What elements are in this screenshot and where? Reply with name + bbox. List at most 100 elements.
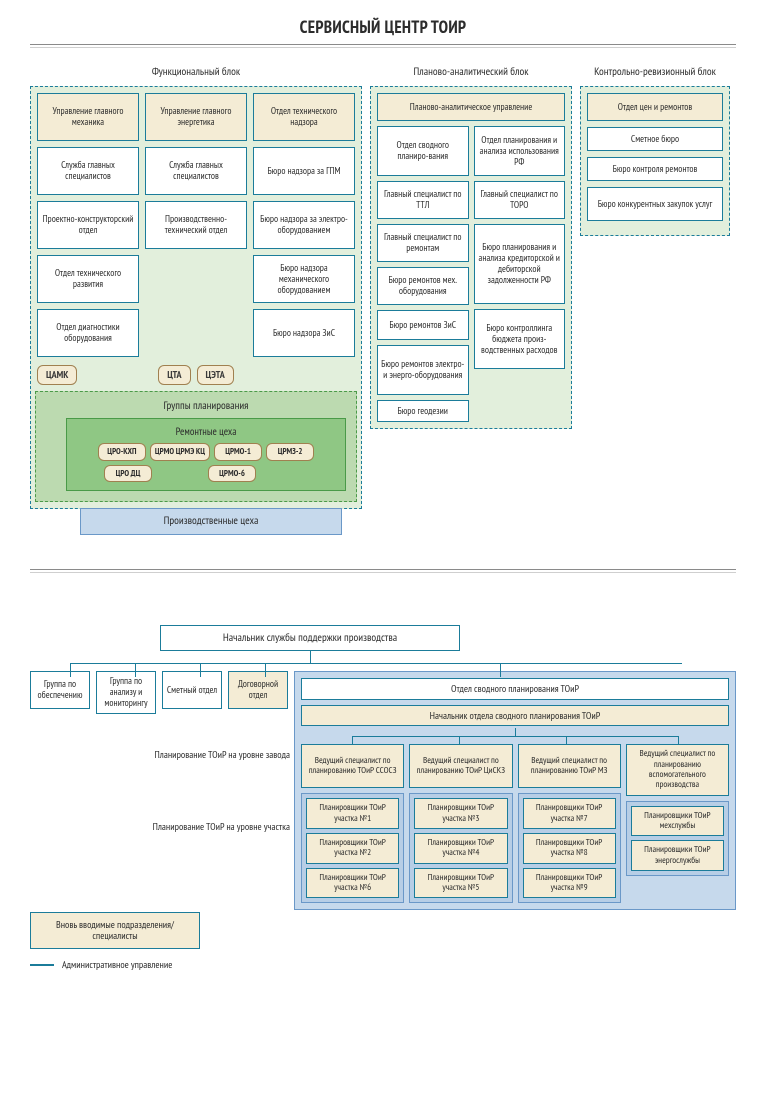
connector: [310, 651, 311, 663]
func-head-3: Отдел технического надзора: [253, 93, 355, 141]
dept-tag: ЦЭТА: [197, 365, 234, 385]
plan-box: Отдел сводного планиро-вания: [377, 126, 469, 176]
control-block: Отдел цен и ремонтов Сметное бюро Бюро к…: [580, 86, 730, 236]
func-box: Бюро надзора механического оборудованием: [253, 255, 355, 303]
big-plan-title: Отдел сводного планирования ТОиР: [301, 678, 729, 700]
bp-item: Планировщики ТОиР участка №4: [414, 833, 507, 864]
connector: [459, 736, 460, 744]
org-chart: Начальник службы поддержки производства …: [30, 589, 736, 951]
page: СЕРВИСНЫЙ ЦЕНТР ТОИР Функциональный блок…: [0, 0, 766, 974]
org-unit: Группа по анализу и мониторингу: [96, 671, 156, 714]
bp-item: Планировщики ТОиР участка №5: [414, 868, 507, 899]
plan-box: Бюро ремонтов электро- и энерго-оборудов…: [377, 345, 469, 395]
connector: [566, 736, 567, 744]
bp-col-3: Ведущий специалист по планированию ТОиР …: [518, 744, 621, 903]
org-head: Начальник службы поддержки производства: [160, 625, 460, 652]
big-plan-box: Отдел сводного планирования ТОиР Начальн…: [294, 671, 736, 910]
functional-header: Функциональный блок: [30, 64, 362, 87]
planning-right-col: Отдел планирования и анализа использован…: [474, 126, 566, 422]
connector: [500, 663, 501, 677]
rule-top-1: [30, 44, 736, 45]
org-unit: Сметный отдел: [162, 671, 222, 709]
bp-item: Планировщики ТОиР энергослужбы: [631, 840, 724, 871]
bp-item: Планировщики ТОиР мехслужбы: [631, 806, 724, 837]
connector: [515, 728, 516, 736]
bp-inner: Планировщики ТОиР мехслужбы Планировщики…: [626, 801, 729, 876]
planning-header: Планово-аналитический блок: [370, 64, 572, 87]
legend-admin-label: Административное управление: [62, 959, 172, 971]
func-box: Служба главных специалистов: [145, 147, 247, 195]
ctrl-box: Бюро конкурентных закупок услуг: [587, 187, 723, 221]
big-plan-subtitle: Начальник отдела сводного планирования Т…: [301, 705, 729, 727]
connector: [352, 736, 677, 737]
bp-item: Планировщики ТОиР участка №8: [523, 833, 616, 864]
planning-left-col: Отдел сводного планиро-вания Главный спе…: [377, 126, 469, 422]
plan-box: Бюро ремонтов ЗиС: [377, 310, 469, 340]
repair-shops: Ремонтные цеха ЦРО-КХП ЦРМО ЦРМЭ КЦ ЦРМО…: [66, 418, 346, 491]
rtag: ЦРМЗ-2: [266, 443, 314, 460]
rtag: ЦРМО-6: [208, 465, 256, 482]
func-box: Служба главных специалистов: [37, 147, 139, 195]
top-columns: Функциональный блок Управление главного …: [30, 64, 736, 535]
tag-row-2: ЦТА ЦЭТА: [145, 363, 247, 385]
dept-tag: ЦТА: [158, 365, 190, 385]
org-row-1: Группа по обеспечению Группа по анализу …: [30, 671, 736, 910]
bp-item: Планировщики ТОиР участка №1: [306, 798, 399, 829]
rtag-row-1: ЦРО-КХП ЦРМО ЦРМЭ КЦ ЦРМО-1 ЦРМЗ-2: [75, 443, 337, 460]
ctrl-box: Сметное бюро: [587, 127, 723, 151]
rtag: ЦРМО-1: [214, 443, 262, 460]
func-subcol-3: Отдел технического надзора Бюро надзора …: [253, 93, 355, 385]
bp-item: Планировщики ТОиР участка №2: [306, 833, 399, 864]
bp-col-1: Ведущий специалист по планированию ТОиР …: [301, 744, 404, 903]
planning-block: Планово-аналитическое управление Отдел с…: [370, 86, 572, 429]
func-box: Отдел диагностики оборудования: [37, 309, 139, 357]
func-box: Отдел технического развития: [37, 255, 139, 303]
legend-admin-line: Административное управление: [30, 959, 280, 971]
org-unit-new: Договорной отдел: [228, 671, 288, 709]
func-box: Бюро надзора за электро-оборудованием: [253, 201, 355, 249]
func-box: Бюро надзора ЗиС: [253, 309, 355, 357]
plan-box: Главный специалист по ТОРО: [474, 181, 566, 219]
func-box: Проектно-конструкторский отдел: [37, 201, 139, 249]
big-plan-grid: Ведущий специалист по планированию ТОиР …: [301, 744, 729, 903]
planning-groups: Группы планирования Ремонтные цеха ЦРО-К…: [35, 391, 357, 502]
plan-box: Главный специалист по ремонтам: [377, 224, 469, 262]
planning-grid: Отдел сводного планиро-вания Главный спе…: [377, 126, 565, 422]
connector: [70, 663, 682, 664]
nested-wrap: Группы планирования Ремонтные цеха ЦРО-К…: [37, 391, 355, 502]
rtag: ЦРО ДЦ: [104, 465, 152, 482]
functional-block: Управление главного механика Служба глав…: [30, 86, 362, 509]
plan-box: Главный специалист по ТТЛ: [377, 181, 469, 219]
func-head-1: Управление главного механика: [37, 93, 139, 141]
bp-item: Планировщики ТОиР участка №6: [306, 868, 399, 899]
bp-col-4: Ведущий специалист по планированию вспом…: [626, 744, 729, 903]
rtag: ЦРМО ЦРМЭ КЦ: [150, 443, 210, 460]
rule-mid: [30, 569, 736, 570]
func-subcol-2: Управление главного энергетика Служба гл…: [145, 93, 247, 385]
bp-inner: Планировщики ТОиР участка №3 Планировщик…: [409, 793, 512, 903]
legend: Вновь вводимые подразделения/специалисты…: [30, 912, 280, 971]
tag-row-1: ЦАМК: [37, 363, 139, 385]
plan-box: Бюро планирования и анализа кредиторской…: [474, 224, 566, 304]
bp-item: Планировщики ТОиР участка №9: [523, 868, 616, 899]
func-head-2: Управление главного энергетика: [145, 93, 247, 141]
bp-inner: Планировщики ТОиР участка №7 Планировщик…: [518, 793, 621, 903]
plan-box: Бюро контроллинга бюджета произ-водствен…: [474, 309, 566, 369]
side-label-factory: Планирование ТОиР на уровне завода: [130, 749, 290, 761]
main-title: СЕРВИСНЫЙ ЦЕНТР ТОИР: [30, 18, 736, 44]
bp-item: Планировщики ТОиР участка №3: [414, 798, 507, 829]
planning-head-box: Планово-аналитическое управление: [377, 93, 565, 121]
bp-item: Планировщики ТОиР участка №7: [523, 798, 616, 829]
plan-box: Бюро геодезии: [377, 400, 469, 422]
func-box: Бюро надзора за ГПМ: [253, 147, 355, 195]
control-header: Контрольно-ревизионный блок: [580, 64, 730, 87]
production-shops: Производственные цеха: [80, 508, 342, 535]
connector: [678, 736, 679, 744]
rtag-row-2: ЦРО ДЦ pad ЦРМО-6 pad: [75, 465, 337, 482]
connector: [70, 663, 71, 677]
rule-mid-2: [30, 572, 736, 573]
connector: [352, 736, 353, 744]
func-subcol-1: Управление главного механика Служба глав…: [37, 93, 139, 385]
connector: [200, 663, 201, 677]
plan-box: Бюро ремонтов мех. оборудования: [377, 267, 469, 305]
